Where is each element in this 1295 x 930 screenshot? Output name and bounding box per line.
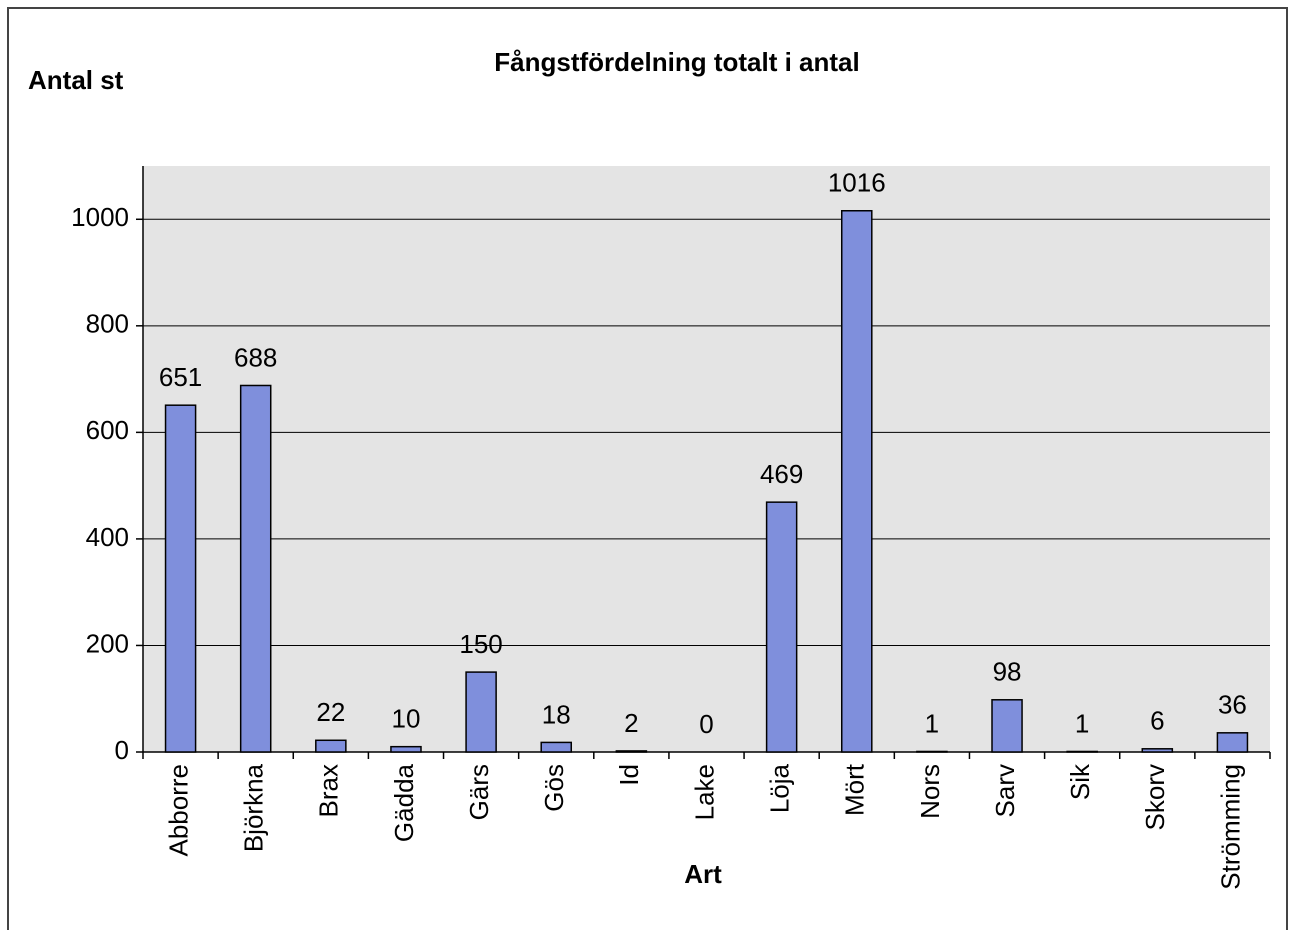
x-tick-label: Gös [539,764,569,812]
y-tick-label: 800 [86,309,129,339]
x-tick-label: Nors [915,764,945,819]
x-tick-label: Mört [840,763,870,816]
data-label: 1 [925,708,939,738]
bar [840,209,873,753]
data-label: 22 [316,697,345,727]
data-label: 1 [1075,708,1089,738]
bar [615,750,648,753]
x-tick-label: Id [614,764,644,786]
bar [1141,748,1174,753]
data-label: 0 [699,709,713,739]
data-label: 2 [624,708,638,738]
chart-title: Fångstfördelning totalt i antal [494,47,859,77]
bar [991,699,1023,753]
y-tick-label: 0 [115,735,129,765]
x-tick-label: Löja [765,763,795,813]
y-axis-label: Antal st [28,65,124,95]
bar [164,404,197,753]
plot-area [143,166,1270,752]
x-tick-label: Skorv [1140,764,1170,830]
data-label: 688 [234,342,277,372]
y-tick-label: 1000 [71,202,129,232]
bar [1216,732,1249,753]
data-label: 36 [1218,690,1247,720]
bar [390,745,422,753]
data-label: 651 [159,362,202,392]
x-tick-label: Sik [1065,763,1095,800]
data-label: 18 [542,699,571,729]
data-label: 10 [392,704,421,734]
x-tick-label: Abborre [163,764,193,857]
bar [315,739,347,753]
x-tick-label: Lake [689,764,719,820]
x-tick-label: Sarv [990,764,1020,817]
data-label: 6 [1150,706,1164,736]
bar [465,671,497,753]
x-axis-label: Art [684,859,722,889]
x-tick-label: Strömming [1215,764,1245,890]
x-tick-label: Gädda [389,763,419,842]
y-tick-label: 200 [86,628,129,658]
y-tick-label: 600 [86,415,129,445]
data-label: 469 [760,459,803,489]
bar [540,741,573,753]
bar [765,501,798,753]
x-tick-label: Gärs [464,764,494,820]
data-label: 1016 [828,168,886,198]
bar [916,750,948,753]
x-tick-label: Björkna [239,763,269,852]
bar [239,384,272,753]
y-tick-label: 400 [86,522,129,552]
bar [1066,750,1098,753]
data-label: 98 [993,657,1022,687]
x-tick-label: Brax [314,764,344,817]
data-label: 150 [459,629,502,659]
